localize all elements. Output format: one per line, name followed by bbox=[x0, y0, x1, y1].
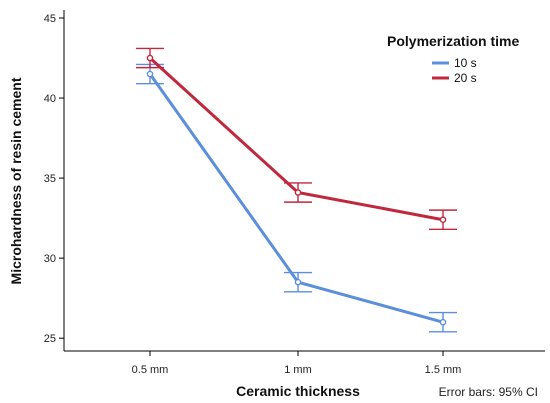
error-bar-footnote: Error bars: 95% CI bbox=[439, 385, 538, 399]
y-tick-label: 45 bbox=[44, 13, 56, 25]
x-tick-label: 1 mm bbox=[284, 364, 312, 376]
data-point bbox=[439, 318, 447, 326]
data-point bbox=[146, 54, 154, 62]
data-point bbox=[439, 216, 447, 224]
data-point bbox=[146, 70, 154, 78]
x-ticks: 0.5 mm 1 mm 1.5 mm bbox=[132, 351, 462, 376]
x-tick-label: 0.5 mm bbox=[132, 364, 169, 376]
legend: Polymerization time 10 s20 s bbox=[387, 33, 519, 85]
y-tick-label: 35 bbox=[44, 173, 56, 185]
series-1 bbox=[136, 63, 457, 333]
x-tick-label: 1.5 mm bbox=[425, 364, 462, 376]
y-tick-label: 25 bbox=[44, 333, 56, 345]
y-tick-label: 30 bbox=[44, 253, 56, 265]
data-point bbox=[294, 189, 302, 196]
series-layer bbox=[136, 47, 457, 333]
x-axis-title: Ceramic thickness bbox=[236, 383, 360, 399]
legend-title: Polymerization time bbox=[387, 33, 519, 49]
legend-items: 10 s20 s bbox=[432, 56, 477, 85]
series-2 bbox=[136, 47, 457, 231]
y-axis-title: Microhardness of resin cement bbox=[8, 77, 24, 284]
y-tick-label: 40 bbox=[44, 93, 56, 105]
legend-label: 20 s bbox=[454, 71, 477, 85]
data-point bbox=[294, 278, 302, 286]
series-line bbox=[148, 56, 444, 222]
legend-label: 10 s bbox=[454, 56, 477, 70]
y-ticks: 25 30 35 40 45 bbox=[44, 13, 64, 345]
